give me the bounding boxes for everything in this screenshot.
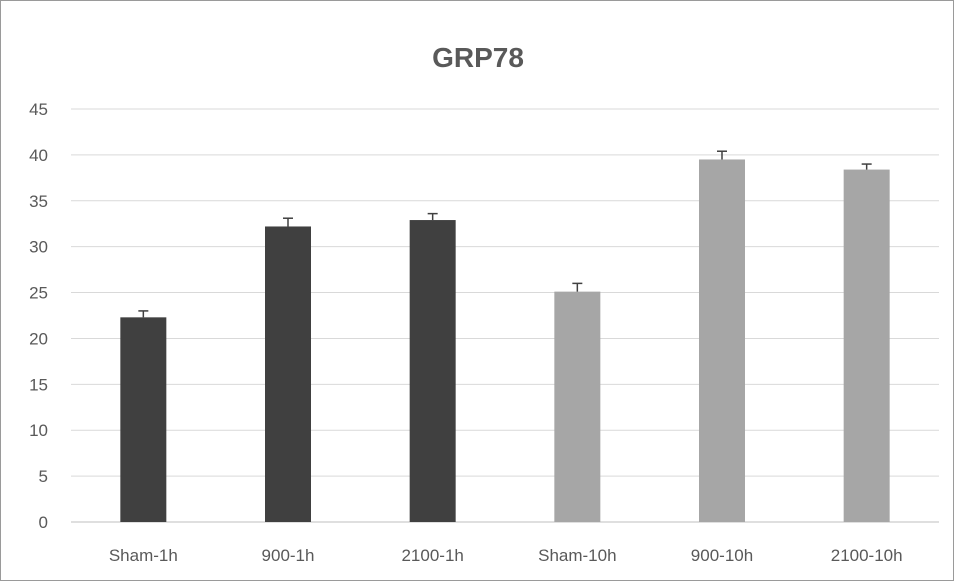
x-tick-label: 900-1h [262,546,315,565]
y-tick-label: 45 [29,100,48,119]
error-bar-Sham-1h [138,310,149,318]
y-tick-label: 0 [39,513,48,532]
error-bar-2100-1h [427,212,438,221]
y-tick-label: 35 [29,192,48,211]
bar-2100-10h [843,169,890,522]
x-tick-labels: Sham-1h 900-1h 2100-1h Sham-10h 900-10h 2100-… [109,546,903,565]
error-bars [138,150,872,318]
gridlines [71,108,939,523]
bar-2100-1h [409,220,456,522]
bar-900-10h [699,159,745,522]
bar-Sham-10h [554,291,601,522]
x-tick-label: 2100-10h [831,546,903,565]
y-tick-label: 5 [39,467,48,486]
error-bar-Sham-10h [572,282,583,292]
x-tick-label: 2100-1h [401,546,463,565]
x-tick-label: 900-10h [691,546,753,565]
bars [120,159,890,522]
x-tick-label: Sham-10h [538,546,616,565]
error-bar-900-10h [717,150,727,160]
y-tick-label: 15 [29,375,48,394]
y-tick-label: 25 [29,284,48,303]
error-bar-900-1h [283,217,293,227]
chart-title: GRP78 [432,42,524,73]
error-bar-2100-10h [861,163,872,170]
y-tick-label: 10 [29,421,48,440]
y-tick-label: 30 [29,238,48,257]
x-tick-label: Sham-1h [109,546,178,565]
y-tick-label: 40 [29,146,48,165]
bar-Sham-1h [120,317,167,522]
y-tick-label: 20 [29,329,48,348]
bar-900-1h [265,226,311,522]
y-tick-labels: 0 5 10 15 20 25 30 35 40 45 [29,100,48,532]
